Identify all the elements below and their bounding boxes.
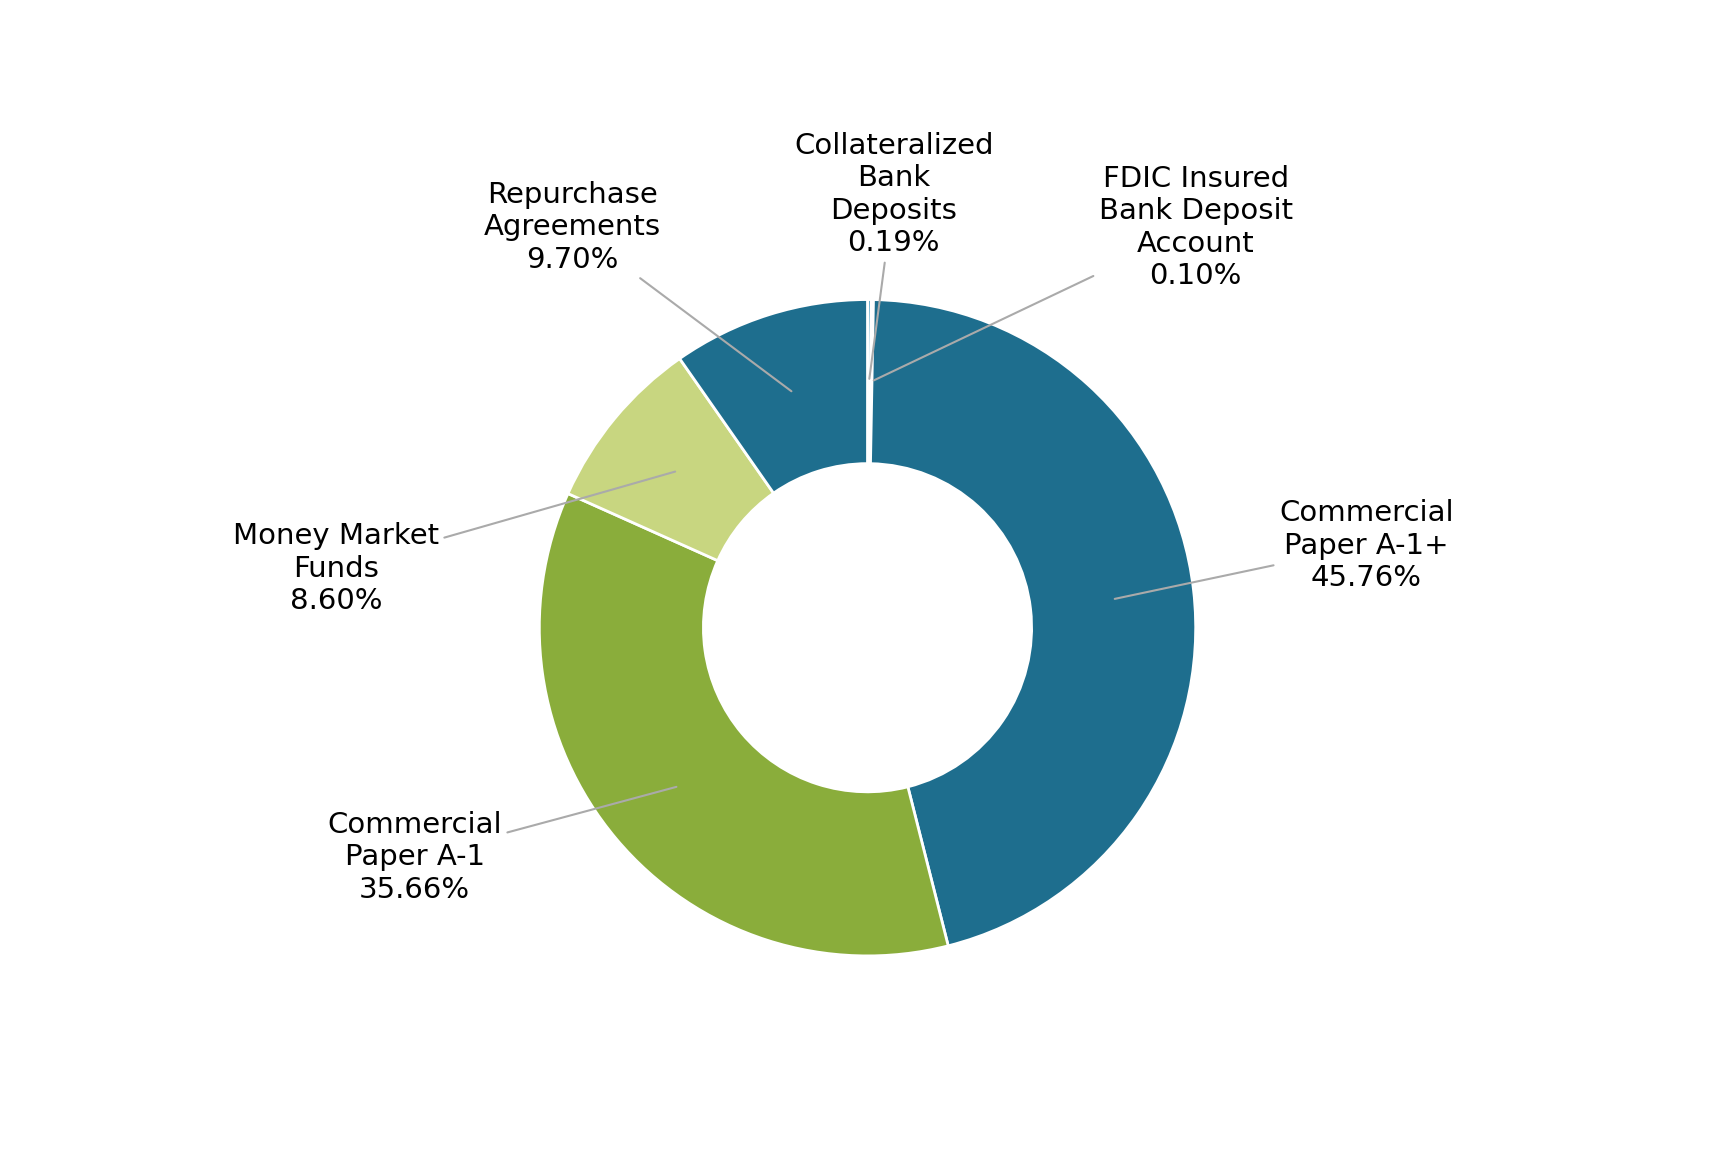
Text: Money Market
Funds
8.60%: Money Market Funds 8.60%: [232, 472, 675, 616]
Text: Commercial
Paper A-1
35.66%: Commercial Paper A-1 35.66%: [328, 787, 677, 904]
Wedge shape: [680, 300, 868, 493]
Wedge shape: [869, 300, 873, 464]
Wedge shape: [567, 359, 774, 561]
Text: Repurchase
Agreements
9.70%: Repurchase Agreements 9.70%: [484, 180, 791, 391]
Wedge shape: [868, 300, 871, 464]
Text: FDIC Insured
Bank Deposit
Account
0.10%: FDIC Insured Bank Deposit Account 0.10%: [874, 164, 1293, 381]
Text: Collateralized
Bank
Deposits
0.19%: Collateralized Bank Deposits 0.19%: [795, 132, 994, 378]
Wedge shape: [871, 300, 1195, 945]
Text: Commercial
Paper A-1+
45.76%: Commercial Paper A-1+ 45.76%: [1114, 500, 1454, 599]
Wedge shape: [540, 494, 949, 956]
